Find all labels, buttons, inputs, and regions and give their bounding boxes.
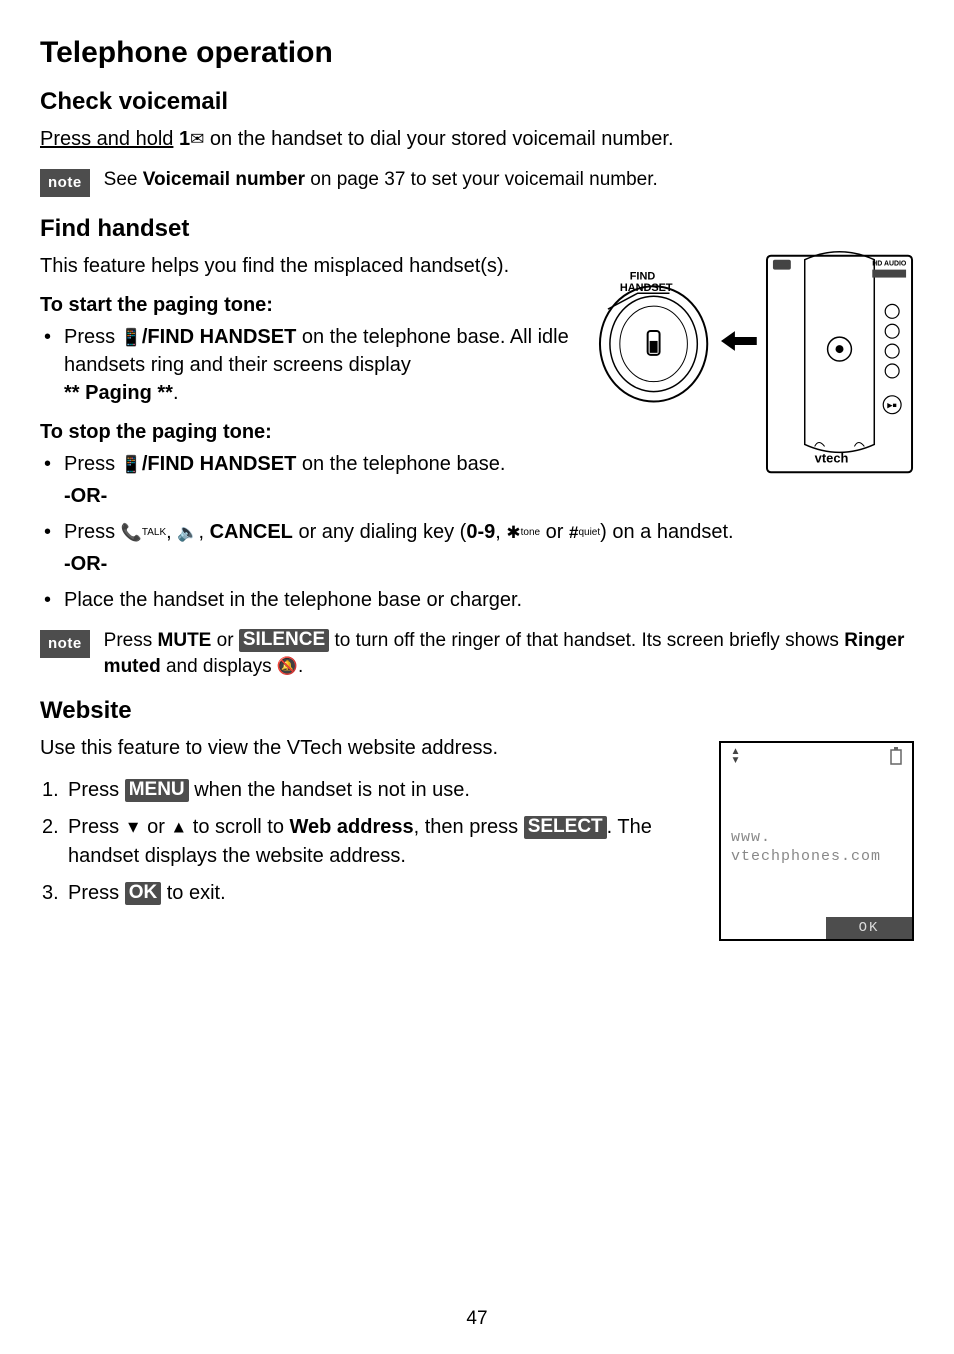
handset-icon: 📱	[121, 455, 142, 474]
find-note-text: Press MUTE or SILENCE to turn off the ri…	[104, 628, 914, 679]
sb1b: on the telephone base.	[296, 453, 505, 475]
voicemail-note-text: See Voicemail number on page 37 to set y…	[104, 167, 914, 193]
voicemail-intro-a: Press and hold	[40, 128, 173, 150]
sb1a: Press	[64, 453, 121, 475]
sb-a: Press	[64, 326, 121, 348]
s2a: Press	[68, 816, 125, 838]
battery-icon	[888, 747, 904, 770]
fn-d: and displays	[161, 656, 277, 677]
find-label-2: HANDSET	[620, 282, 673, 294]
or-2: -OR-	[64, 550, 914, 578]
sb-key: /FIND HANDSET	[142, 326, 296, 348]
fn-a: Press	[104, 630, 158, 651]
manual-page: Telephone operation Check voicemail Pres…	[0, 0, 954, 1354]
stars-l: **	[64, 382, 80, 404]
handset-icon: 📱	[121, 328, 142, 347]
step-2: Press ▼ or ▲ to scroll to Web address, t…	[40, 813, 914, 871]
stop-bullet-2: Press 📞TALK, 🔈, CANCEL or any dialing ke…	[40, 518, 914, 578]
fn-mute: MUTE	[158, 630, 212, 651]
speaker-icon: 🔈	[177, 523, 198, 542]
talk-icon: 📞	[121, 523, 142, 542]
fn-b: or	[211, 630, 238, 651]
voicemail-key-1: 1	[179, 128, 190, 150]
find-label-1: FIND	[630, 270, 656, 282]
envelope-icon: ✉	[190, 129, 204, 148]
s1a: Press	[68, 779, 125, 801]
sb2c: ,	[495, 521, 506, 543]
start-bullet: Press 📱/FIND HANDSET on the telephone ba…	[40, 323, 914, 407]
stop-bullets: Press 📱/FIND HANDSET on the telephone ba…	[40, 450, 914, 614]
sb2r: 0-9	[466, 521, 495, 543]
svg-text:HD AUDIO: HD AUDIO	[872, 261, 907, 268]
select-pill: SELECT	[524, 816, 607, 839]
star-icon: ✱	[506, 523, 520, 542]
voicemail-note-bold: Voicemail number	[143, 169, 305, 190]
bell-off-icon: 🔕	[277, 656, 298, 675]
stop-bullet-3: Place the handset in the telephone base …	[40, 586, 914, 614]
fn-e: .	[298, 656, 303, 677]
start-bullets: Press 📱/FIND HANDSET on the telephone ba…	[40, 323, 914, 407]
section-heading-website: Website	[40, 697, 914, 725]
s3b: to exit.	[161, 882, 225, 904]
ok-pill: OK	[125, 882, 162, 905]
page-number: 47	[0, 1308, 954, 1330]
voicemail-note-a: See	[104, 169, 143, 190]
sb2d: or	[540, 521, 569, 543]
step-3: Press OK to exit.	[40, 879, 914, 908]
section-heading-voicemail: Check voicemail	[40, 88, 914, 116]
s1b: when the handset is not in use.	[189, 779, 470, 801]
or-1: -OR-	[64, 482, 914, 510]
sb2b: or any dialing key (	[293, 521, 466, 543]
up-icon: ▲	[170, 818, 187, 837]
voicemail-note: note See Voicemail number on page 37 to …	[40, 167, 914, 197]
voicemail-intro-b: on the handset to dial your stored voice…	[210, 128, 674, 150]
sb2cancel: CANCEL	[210, 521, 293, 543]
menu-pill: MENU	[125, 779, 189, 802]
note-badge: note	[40, 630, 90, 658]
s2web: Web address	[290, 816, 414, 838]
lcd-arrows-icon: ▴▾	[731, 747, 740, 770]
star-sub: tone	[521, 527, 540, 538]
s2d: , then press	[414, 816, 524, 838]
section-heading-find: Find handset	[40, 215, 914, 243]
website-steps: Press MENU when the handset is not in us…	[40, 776, 914, 908]
sb1k: /FIND HANDSET	[142, 453, 296, 475]
s2c: to scroll to	[187, 816, 289, 838]
voicemail-intro: Press and hold 1✉ on the handset to dial…	[40, 126, 914, 153]
s3a: Press	[68, 882, 125, 904]
stars-r: **	[157, 382, 173, 404]
page-title: Telephone operation	[40, 36, 914, 70]
sb2a: Press	[64, 521, 121, 543]
stop-bullet-1: Press 📱/FIND HANDSET on the telephone ba…	[40, 450, 914, 510]
fn-c: to turn off the ringer of that handset. …	[329, 630, 844, 651]
note-badge: note	[40, 169, 90, 197]
paging-text: Paging	[80, 382, 158, 404]
voicemail-note-b: on page 37 to set your voicemail number.	[305, 169, 658, 190]
silence-pill: SILENCE	[239, 629, 329, 652]
hash-sub: quiet	[578, 527, 600, 538]
step-1: Press MENU when the handset is not in us…	[40, 776, 914, 805]
lcd-softkey: OK	[826, 917, 912, 939]
sb2e: ) on a handset.	[600, 521, 733, 543]
s2b: or	[142, 816, 171, 838]
find-note: note Press MUTE or SILENCE to turn off t…	[40, 628, 914, 679]
talk-label: TALK	[142, 527, 166, 538]
down-icon: ▼	[125, 818, 142, 837]
